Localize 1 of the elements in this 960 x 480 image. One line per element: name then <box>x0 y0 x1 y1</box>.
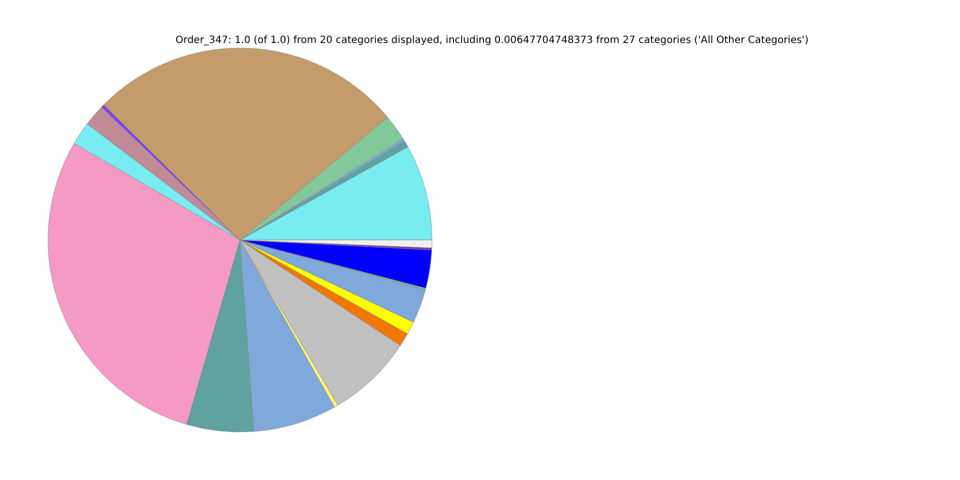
text: Order_347: 1.0 (of 1.0) from 20 categories displayed, including 0.00647704748373 from 27 categories ('All Other Categories') <box>176 35 809 46</box>
